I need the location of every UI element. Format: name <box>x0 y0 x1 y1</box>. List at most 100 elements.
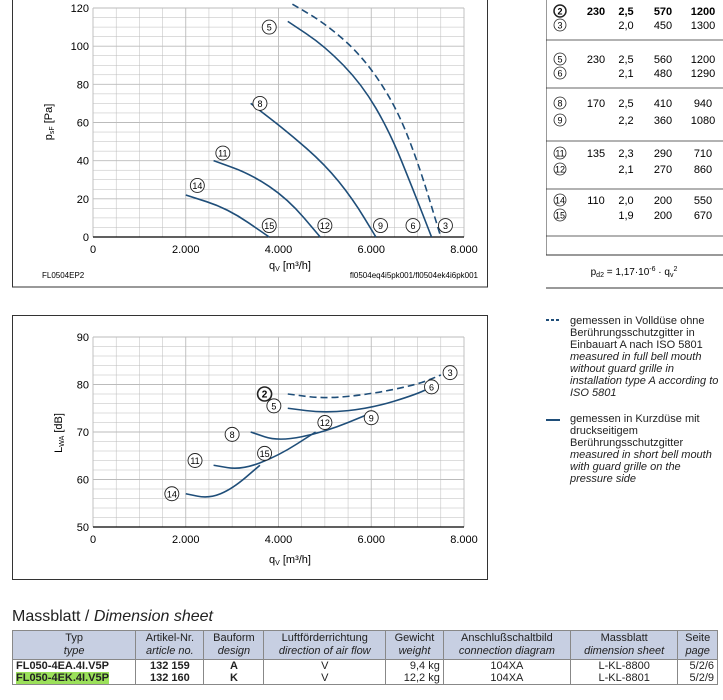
row-marker-label: 8 <box>557 99 562 109</box>
row-marker-label: 2 <box>557 7 562 17</box>
y-tick-label: 80 <box>77 380 89 392</box>
column-header: Massblatt dimension sheet <box>569 630 679 660</box>
curve-marker <box>257 445 273 461</box>
column-header: Anschlußschaltbild connection diagram <box>442 630 571 660</box>
cell-art: 132 160 <box>135 672 205 685</box>
curve-series-4 <box>185 464 261 498</box>
cell-seite: 5/2/6 <box>677 659 718 672</box>
x-tick-label: 4.000 <box>265 244 293 256</box>
row-cell-a: 2,1 <box>618 68 633 80</box>
row-cell-n: 710 <box>694 148 712 160</box>
column-header: Gewicht weight <box>385 630 444 660</box>
y-tick-label: 80 <box>77 79 89 91</box>
row-cell-v: 170 <box>587 98 605 110</box>
pressure-chart: 0 20 40 60 80 100 120 0 2.000 4.000 6.000 8.000 5 8 1… <box>12 0 488 288</box>
cell-art: 132 159 <box>135 659 205 672</box>
curve-series-1 <box>287 383 437 413</box>
row-cell-a: 2,0 <box>618 195 633 207</box>
operating-data-table: 2 230 2,5 570 1200 3 2,0 450 1300 5 230 2,5 560 1200 6… <box>546 0 723 289</box>
curve-marker <box>424 379 439 395</box>
dimension-sheet-title: Massblatt / Dimension sheet <box>12 608 213 625</box>
curve-marker-label: 15 <box>260 449 270 459</box>
row-cell-a: 2,5 <box>618 6 633 18</box>
cell-gew: 12,2 kg <box>385 672 444 685</box>
y-tick-label: 70 <box>77 427 89 439</box>
row-marker-label: 12 <box>555 165 565 175</box>
row-marker-label: 3 <box>557 21 562 31</box>
y-tick-label: 100 <box>71 41 89 53</box>
x-tick-label: 0 <box>90 534 96 546</box>
curve-marker <box>442 365 458 381</box>
pressure-formula: pd2 = 1,17·10-6 · qv2 <box>591 266 678 279</box>
chart-frame <box>12 315 488 580</box>
curve-marker <box>189 178 205 193</box>
row-cell-n: 1290 <box>691 68 715 80</box>
chart-curves <box>185 374 442 498</box>
table-row: FL050-4EA.4I.V5P 132 159 A V 9,4 kg 104XA L-KL… <box>11 659 718 672</box>
row-cell-n: 940 <box>694 98 712 110</box>
curve-marker <box>405 218 421 234</box>
x-tick-label: 6.000 <box>357 244 385 256</box>
curve-series-0 <box>292 3 442 238</box>
curve-marker-label: 14 <box>192 181 202 191</box>
curve-marker <box>187 453 203 468</box>
column-header: Typ type <box>11 630 137 660</box>
noise-chart: 50 60 70 80 90 0 2.000 4.000 6.000 8.000 2 3 6 5 12 9 8… <box>12 315 488 580</box>
curve-marker-label: 9 <box>369 413 374 423</box>
row-cell-p: 480 <box>654 68 672 80</box>
chart-xlabel: qV [m³/h] <box>269 554 311 567</box>
legend-solid-de: gemessen in Kurzdüse mit druckseitigem B… <box>570 413 700 449</box>
curve-series-1 <box>287 20 433 238</box>
curve-marker-label: 6 <box>410 221 415 231</box>
cell-bau: A <box>203 659 265 672</box>
row-cell-p: 360 <box>654 115 672 127</box>
curve-marker <box>373 218 388 234</box>
row-cell-p: 200 <box>654 210 672 222</box>
legend-dashed: gemessen in Volldüse ohne Berührungsschu… <box>570 315 720 399</box>
row-cell-p: 450 <box>654 20 672 32</box>
y-tick-label: 90 <box>77 332 89 344</box>
y-tick-label: 60 <box>77 118 89 130</box>
curve-marker-label: 12 <box>320 221 330 231</box>
chart-ylabel: psF [Pa] <box>43 104 56 141</box>
curve-series-2 <box>250 102 377 238</box>
legend: gemessen in Volldüse ohne Berührungsschu… <box>546 315 720 485</box>
row-marker-label: 6 <box>557 69 562 79</box>
cell-gew: 9,4 kg <box>385 659 444 672</box>
row-cell-p: 290 <box>654 148 672 160</box>
row-cell-a: 2,3 <box>618 148 633 160</box>
row-marker <box>553 208 567 222</box>
curve-marker <box>164 486 180 502</box>
row-cell-n: 670 <box>694 210 712 222</box>
cell-mass: L-KL-8801 <box>569 672 679 685</box>
chart-footer-right: fl0504eq4i5pk001/fl0504ek4i6pk001 <box>350 271 479 280</box>
x-tick-label: 2.000 <box>172 244 200 256</box>
y-tick-label: 40 <box>77 156 89 168</box>
row-cell-a: 2,0 <box>618 20 633 32</box>
chart-footer-left: FL0504EP2 <box>42 271 85 280</box>
y-tick-label: 60 <box>77 475 89 487</box>
curve-series-3 <box>213 431 317 470</box>
x-tick-label: 0 <box>90 244 96 256</box>
x-tick-label: 4.000 <box>265 534 293 546</box>
curve-marker-label: 2 <box>262 390 268 401</box>
curve-marker-label: 8 <box>257 99 262 109</box>
curve-marker-label: 11 <box>218 149 227 159</box>
column-header: Seite page <box>677 630 718 660</box>
row-cell-v: 230 <box>587 6 605 18</box>
x-tick-label: 8.000 <box>450 244 478 256</box>
curve-marker-label: 3 <box>443 221 448 231</box>
curve-marker <box>261 19 277 35</box>
curve-marker-label: 11 <box>190 456 199 466</box>
row-cell-n: 1300 <box>691 20 715 32</box>
row-cell-a: 2,2 <box>618 115 633 127</box>
curve-marker <box>363 410 379 426</box>
curve-marker-label: 5 <box>267 23 272 33</box>
column-header: Artikel-Nr. article no. <box>135 630 205 660</box>
cell-ansch: 104XA <box>442 659 571 672</box>
curve-marker-label: 5 <box>271 401 276 411</box>
row-cell-p: 560 <box>654 54 672 66</box>
row-marker-label: 9 <box>557 116 562 126</box>
cell-luft: V <box>263 659 387 672</box>
x-tick-label: 8.000 <box>450 534 478 546</box>
